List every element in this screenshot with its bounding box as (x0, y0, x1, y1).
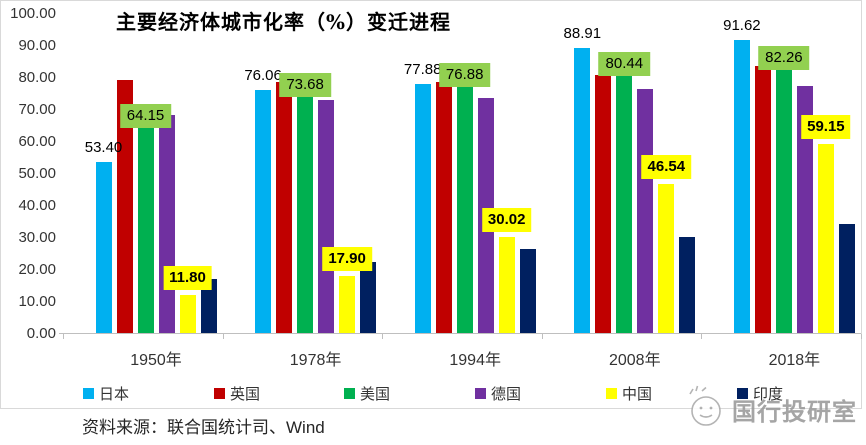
x-label-1950: 1950年 (130, 352, 182, 369)
data-label-china-1950: 11.80 (163, 266, 212, 290)
data-label-china-2008: 46.54 (641, 155, 692, 179)
bar-usa-1978 (297, 97, 314, 333)
bar-uk-2008 (595, 75, 612, 333)
legend-swatch-germany (475, 387, 486, 399)
x-axis-tick (222, 334, 224, 339)
legend-swatch-uk (214, 387, 225, 399)
bar-usa-2018 (775, 70, 792, 333)
data-label-japan-1978: 76.06 (244, 67, 282, 84)
data-label-usa-1950: 64.15 (119, 104, 172, 128)
y-tick-90.00: 90.00 (18, 37, 56, 54)
data-label-japan-1994: 77.88 (403, 61, 442, 78)
bar-usa-2008 (616, 76, 633, 333)
x-axis-tick (63, 334, 64, 339)
watermark: 国行投研室 (684, 384, 857, 435)
bar-germany-1978 (318, 100, 335, 333)
y-tick-40.00: 40.00 (18, 197, 56, 214)
data-label-japan-2018: 91.62 (723, 17, 761, 34)
x-label-2008: 2008年 (608, 352, 661, 369)
legend-item-usa: 美国 (344, 385, 391, 403)
bar-uk-1994 (435, 82, 452, 333)
y-tick-60.00: 60.00 (18, 133, 56, 150)
legend-swatch-china (606, 387, 617, 399)
y-tick-30.00: 30.00 (18, 229, 56, 246)
y-tick-10.00: 10.00 (18, 293, 56, 310)
data-label-china-2018: 59.15 (801, 115, 851, 139)
bar-japan-2008 (574, 48, 591, 333)
chart-area: 主要经济体城市化率（%）变迁进程 100.00 90.00 80.00 70.00 60… (0, 0, 862, 409)
x-label-1994: 1994年 (449, 352, 501, 369)
bar-uk-1950 (116, 80, 133, 333)
x-label-2018: 2018年 (768, 352, 821, 369)
legend-item-uk: 英国 (214, 385, 261, 403)
bar-uk-2018 (754, 66, 771, 333)
y-tick-50.00: 50.00 (18, 165, 56, 182)
bar-japan-1994 (414, 84, 431, 333)
bar-japan-1950 (95, 162, 112, 333)
data-label-china-1978: 17.90 (322, 247, 372, 271)
source-note: 资料来源：联合国统计司、Wind (82, 418, 325, 437)
legend-swatch-japan (83, 387, 94, 399)
data-label-usa-2008: 80.44 (598, 52, 651, 76)
data-label-usa-1994: 76.88 (438, 63, 491, 87)
legend-swatch-india (737, 387, 748, 399)
x-axis-line (59, 333, 861, 334)
bar-india-2008 (679, 237, 696, 333)
bar-germany-2008 (637, 89, 654, 333)
legend-item-germany: 德国 (475, 385, 522, 403)
bar-china-1978 (339, 276, 356, 333)
x-axis-tick (861, 334, 862, 339)
data-label-usa-2018: 82.26 (758, 46, 810, 70)
bar-usa-1950 (137, 128, 154, 333)
data-label-usa-1978: 73.68 (279, 73, 331, 97)
bar-china-1994 (498, 237, 515, 333)
legend-item-china: 中国 (606, 385, 653, 403)
legend-item-japan: 日本 (83, 385, 130, 403)
bar-germany-1950 (158, 115, 175, 333)
bar-india-1978 (360, 262, 377, 333)
x-axis-tick (701, 334, 703, 339)
plot-area: 53.40 76.06 77.88 88.91 91.62 64.15 73.68 76.88… (59, 14, 862, 339)
bar-china-2008 (658, 184, 675, 333)
legend-label-india: 印度 (753, 385, 784, 403)
bar-india-1994 (519, 249, 536, 333)
bar-india-1950 (200, 279, 217, 333)
legend-item-india: 印度 (737, 385, 784, 403)
y-tick-80.00: 80.00 (18, 69, 56, 86)
data-label-china-1994: 30.02 (481, 208, 532, 232)
legend-label-japan: 日本 (99, 385, 130, 403)
watermark-text: 国行投研室 (732, 399, 857, 426)
y-tick-70.00: 70.00 (18, 101, 56, 118)
legend-label-germany: 德国 (491, 385, 522, 403)
data-label-japan-1950: 53.40 (84, 139, 123, 156)
bar-india-2018 (838, 224, 855, 333)
legend-label-china: 中国 (622, 385, 653, 403)
y-tick-0.00: 0.00 (26, 325, 56, 342)
bar-germany-2018 (796, 86, 813, 333)
wechat-icon (684, 384, 728, 435)
legend-label-usa: 美国 (360, 385, 391, 403)
y-tick-100.00: 100.00 (10, 5, 56, 22)
legend-label-uk: 英国 (230, 385, 261, 403)
x-label-1978: 1978年 (289, 352, 342, 369)
x-axis-tick (382, 334, 384, 339)
x-axis-tick (541, 334, 543, 339)
data-label-japan-2008: 88.91 (563, 25, 602, 42)
bar-japan-1978 (255, 90, 272, 333)
y-tick-20.00: 20.00 (18, 261, 56, 278)
legend-swatch-usa (344, 387, 355, 399)
bar-uk-1978 (276, 82, 293, 333)
chart-title: 主要经济体城市化率（%）变迁进程 (116, 10, 452, 34)
bar-usa-1994 (456, 87, 473, 333)
bar-china-2018 (817, 144, 834, 333)
bar-china-1950 (179, 295, 196, 333)
bar-japan-2018 (733, 40, 750, 333)
